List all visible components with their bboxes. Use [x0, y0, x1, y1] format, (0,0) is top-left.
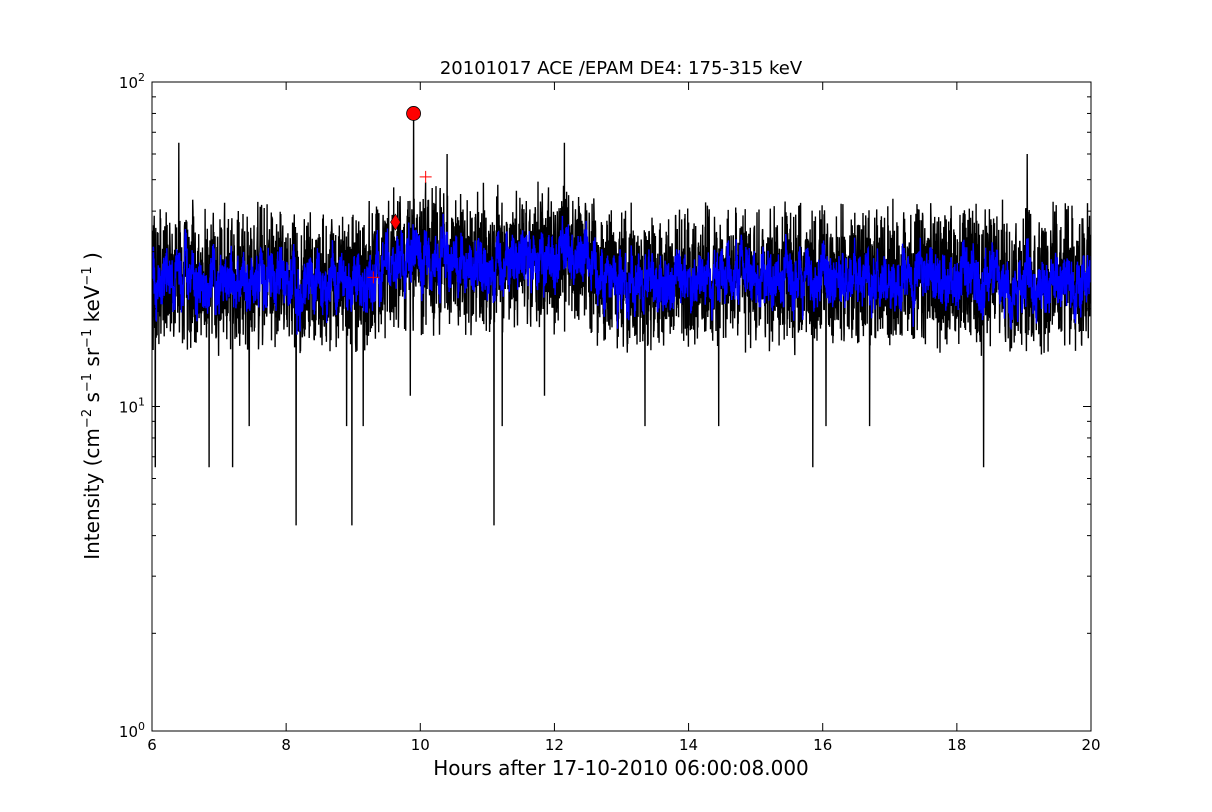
x-tick-label: 8	[281, 736, 291, 754]
marker-plus	[367, 271, 380, 284]
marker-layer	[367, 106, 432, 284]
axis-layer: 6 8 10 12 14 16 18 20 100 101 102	[119, 71, 1101, 754]
series-line-smoothed	[152, 213, 1091, 335]
y-tick-label: 102	[119, 71, 145, 92]
chart-title: 20101017 ACE /EPAM DE4: 175-315 keV	[440, 58, 803, 79]
plot-data-layer	[152, 113, 1091, 526]
y-tick-label: 100	[119, 720, 145, 741]
marker-circle	[406, 106, 421, 121]
y-tick-label: 101	[119, 396, 145, 417]
y-axis-label: Intensity (cm−2 s−1 sr−1 keV−1 )	[80, 252, 104, 560]
x-tick-label: 10	[411, 736, 430, 754]
series-line-raw	[152, 113, 1091, 526]
x-tick-label: 14	[679, 736, 698, 754]
x-tick-label: 18	[947, 736, 966, 754]
x-tick-label: 20	[1081, 736, 1100, 754]
marker-plus	[419, 170, 432, 183]
x-tick-label: 12	[545, 736, 564, 754]
x-tick-label: 16	[813, 736, 832, 754]
marker-diamond	[390, 213, 401, 231]
x-axis-label: Hours after 17-10-2010 06:00:08.000	[433, 756, 809, 780]
x-tick-label: 6	[147, 736, 157, 754]
